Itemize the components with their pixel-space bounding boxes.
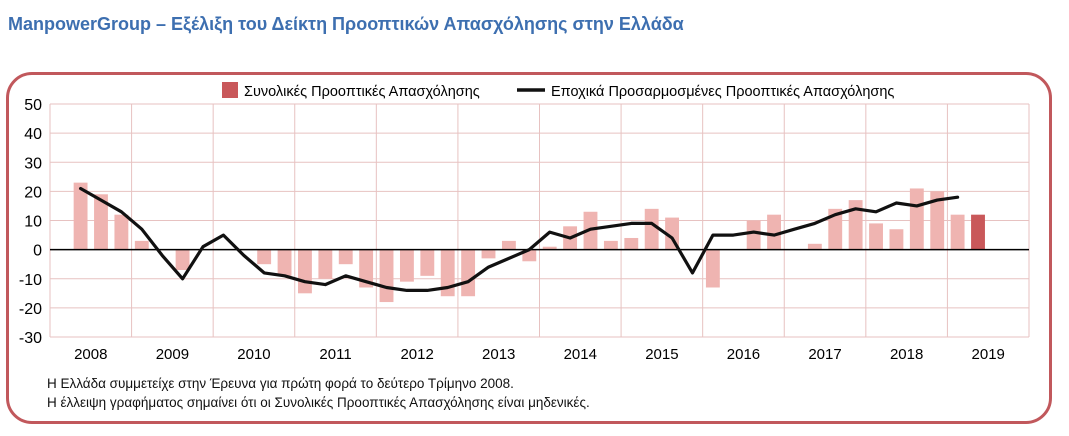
y-tick-label: 20 — [24, 184, 42, 201]
legend-bar-swatch — [222, 82, 238, 98]
bar-22 — [522, 249, 537, 262]
bar-37 — [828, 208, 843, 250]
bar-2 — [114, 214, 129, 250]
bar-1 — [94, 194, 108, 250]
footnote-first-participation: Η Ελλάδα συμμετείχε στην Έρευνα για πρώτ… — [47, 376, 514, 391]
x-tick-label: 2019 — [972, 346, 1005, 363]
x-tick-label: 2009 — [156, 346, 189, 363]
bar-28 — [644, 208, 659, 250]
y-tick-label: -30 — [19, 330, 42, 347]
bar-9 — [257, 249, 272, 265]
bar-19 — [461, 249, 476, 297]
y-tick-label: -10 — [19, 272, 42, 289]
x-tick-label: 2011 — [319, 346, 351, 363]
grid — [49, 103, 1030, 338]
bar-18 — [440, 249, 455, 297]
bar-17 — [420, 249, 435, 276]
bar-10 — [277, 249, 292, 276]
bar-0 — [73, 182, 88, 250]
bar-27 — [624, 237, 639, 250]
x-tick-label: 2010 — [237, 346, 270, 363]
x-tick-label: 2017 — [808, 346, 841, 363]
x-tick-label: 2013 — [482, 346, 515, 363]
bar-5 — [175, 249, 190, 271]
bar-39 — [869, 223, 883, 250]
bar-44 — [971, 214, 985, 250]
bar-42 — [930, 191, 945, 250]
seasonally-adjusted-line — [78, 186, 960, 292]
x-tick-label: 2014 — [564, 346, 597, 363]
bar-40 — [889, 229, 904, 250]
line-series — [78, 186, 960, 292]
x-tick-label: 2015 — [645, 346, 678, 363]
bar-34 — [767, 214, 781, 250]
legend-line-label: Εποχικά Προσαρμοσμένες Προοπτικές Απασχό… — [551, 84, 894, 100]
bar-31 — [705, 249, 720, 288]
y-tick-label: 50 — [24, 97, 42, 114]
y-tick-label: 10 — [24, 214, 42, 231]
bar-41 — [909, 188, 924, 250]
bar-38 — [848, 200, 863, 250]
bar-12 — [318, 249, 333, 279]
bars — [73, 182, 985, 303]
bar-3 — [134, 240, 149, 250]
bar-16 — [399, 249, 414, 282]
bar-23 — [542, 246, 557, 250]
bar-15 — [379, 249, 394, 303]
bar-36 — [807, 243, 822, 250]
bar-13 — [338, 249, 353, 265]
bar-43 — [950, 214, 965, 250]
legend-bar-label: Συνολικές Προοπτικές Απασχόλησης — [244, 84, 480, 100]
footnotes: Η Ελλάδα συμμετείχε στην Έρευνα για πρώτ… — [47, 374, 590, 412]
bar-14 — [359, 249, 374, 288]
x-tick-labels: 2008 2009 2010 2011 2012 2013 2014 2015 2016 2017… — [74, 346, 1005, 363]
bar-20 — [481, 249, 496, 259]
x-tick-label: 2012 — [400, 346, 433, 363]
x-tick-label: 2016 — [727, 346, 760, 363]
x-tick-label: 2008 — [74, 346, 107, 363]
bar-21 — [501, 240, 516, 250]
footnote-missing-bars: Η έλλειψη γραφήματος σημαίνει ότι οι Συν… — [47, 395, 590, 410]
bar-11 — [298, 249, 312, 294]
y-tick-label: 0 — [33, 243, 42, 260]
bar-26 — [603, 240, 618, 250]
y-tick-label: 30 — [24, 155, 42, 172]
y-tick-label: 40 — [24, 126, 42, 143]
legend: Συνολικές Προοπτικές Απασχόλησης Εποχικά… — [222, 82, 894, 100]
y-tick-labels: 50 40 30 20 10 0 -10 -20 -30 — [19, 97, 42, 347]
chart-frame — [6, 72, 1052, 424]
bar-33 — [746, 220, 761, 250]
y-tick-label: -20 — [19, 301, 42, 318]
chart-title: ManpowerGroup – Εξέλιξη του Δείκτη Προοπ… — [8, 14, 684, 34]
x-tick-label: 2018 — [890, 346, 923, 363]
